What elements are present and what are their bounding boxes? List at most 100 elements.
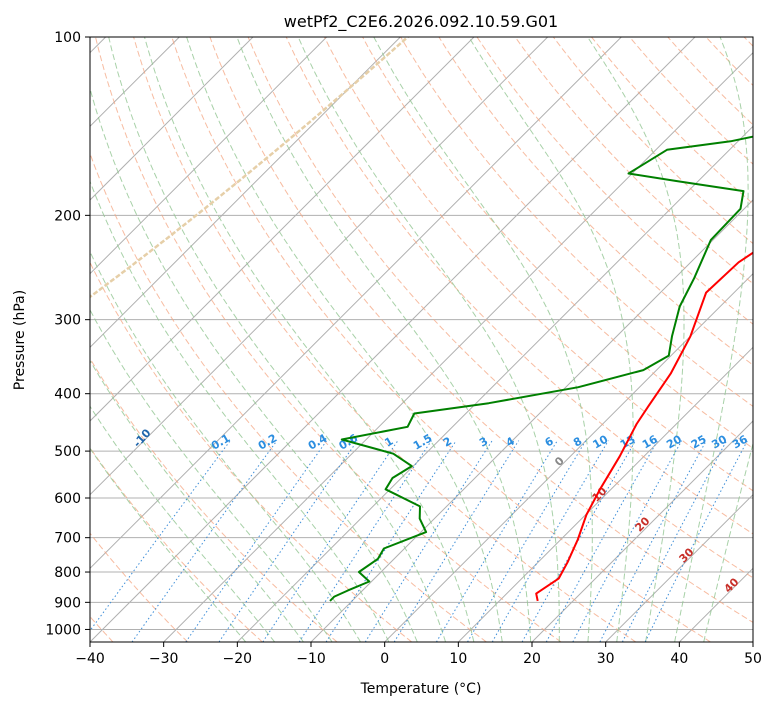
x-tick-label: 50 <box>744 651 762 667</box>
isotherm <box>90 37 328 275</box>
isotherm <box>605 493 753 642</box>
background-lines <box>90 24 775 642</box>
dry-adiabat-label: -30 <box>11 426 34 450</box>
dry-adiabat <box>133 37 637 642</box>
x-tick-label: 40 <box>670 651 688 667</box>
isotherm <box>531 420 753 642</box>
moist-adiabat-label: 40 <box>722 575 742 595</box>
moist-adiabat <box>468 37 634 642</box>
dry-adiabat <box>90 152 487 642</box>
dry-adiabat <box>90 261 413 642</box>
mixing-ratio-line <box>545 440 659 642</box>
moist-adiabat <box>373 37 593 642</box>
moist-adiabat <box>297 37 560 642</box>
isotherm <box>90 37 696 642</box>
isotherm <box>236 125 753 642</box>
dry-adiabat <box>362 37 753 449</box>
moist-adiabat <box>674 37 749 642</box>
moist-adiabat <box>90 180 390 642</box>
frost-point-curve <box>90 37 410 299</box>
y-axis: 100 200 300 400 500 600 700 800 900 1000 <box>45 30 90 638</box>
dry-adiabat <box>705 37 753 87</box>
mixing-ratio-line <box>467 440 587 642</box>
mixing-ratio-line <box>435 440 558 642</box>
y-tick-label: 600 <box>54 491 81 507</box>
mixing-ratio-label: 3 <box>477 435 490 450</box>
x-tick-label: −40 <box>75 651 105 667</box>
profile-lines <box>329 135 753 602</box>
isotherm <box>752 641 753 642</box>
y-tick-label: 500 <box>54 444 81 460</box>
mixing-ratio-label: 1 <box>382 435 395 450</box>
mixing-ratio-line <box>599 440 707 642</box>
y-tick-label: 1000 <box>45 622 81 638</box>
dewpoint-profile <box>329 135 753 602</box>
mixing-ratio-label: 20 <box>664 432 684 451</box>
moist-adiabat <box>236 37 532 642</box>
dry-adiabat <box>171 37 711 642</box>
mixing-ratio-label: 0.1 <box>209 432 232 453</box>
mixing-ratio-line <box>572 440 683 642</box>
x-tick-label: −30 <box>149 651 179 667</box>
mixing-ratio-label: 2 <box>441 435 454 450</box>
dry-adiabat <box>247 37 753 579</box>
y-tick-label: 900 <box>54 595 81 611</box>
mixing-ratio-label: 8 <box>571 435 584 450</box>
mixing-ratio-line <box>491 440 609 642</box>
y-tick-label: 300 <box>54 313 81 329</box>
line-labels: 0.10.20.40.611.52346810131620253036-100-… <box>11 426 750 595</box>
moist-adiabat <box>90 405 276 642</box>
dry-adiabat <box>769 24 775 642</box>
mixing-ratio-line <box>325 440 457 642</box>
mixing-ratio-label: 30 <box>709 432 729 451</box>
isotherm <box>90 37 549 496</box>
x-tick-label: 20 <box>523 651 541 667</box>
isotherm <box>90 37 254 201</box>
isotherm <box>90 37 622 570</box>
y-tick-label: 200 <box>54 208 81 224</box>
x-tick-label: 10 <box>449 651 467 667</box>
mixing-ratio-line <box>90 440 231 632</box>
isotherm <box>163 51 753 642</box>
mixing-ratio-label: 0.4 <box>306 431 330 452</box>
x-axis: −40 −30 −20 −10 0 10 20 30 40 50 <box>75 642 762 667</box>
y-axis-label: Pressure (hPa) <box>12 290 28 390</box>
x-axis-label: Temperature (°C) <box>360 681 482 697</box>
isotherm <box>384 272 753 642</box>
x-tick-label: 30 <box>597 651 615 667</box>
moist-adiabat <box>90 447 247 642</box>
dry-adiabat <box>323 37 753 492</box>
x-tick-label: 0 <box>380 651 389 667</box>
y-tick-label: 800 <box>54 565 81 581</box>
moist-adiabat <box>90 86 418 642</box>
isotherm <box>90 37 475 422</box>
moist-adiabat <box>108 37 447 642</box>
mixing-ratio-line <box>644 440 748 642</box>
isotherm <box>90 37 401 349</box>
y-tick-label: 700 <box>54 531 81 547</box>
mixing-ratio-label: 6 <box>543 434 556 449</box>
temperature-profile <box>535 251 753 602</box>
moist-adiabat <box>186 37 503 642</box>
dry-adiabat <box>94 37 562 642</box>
mixing-ratio-line <box>185 440 328 642</box>
moist-adiabat <box>587 37 685 642</box>
isotherm <box>310 199 753 642</box>
dry-adiabat <box>285 37 753 535</box>
mixing-ratio-label: 16 <box>640 432 660 451</box>
dry-adiabat <box>667 37 753 126</box>
x-tick-label: −20 <box>223 651 253 667</box>
mixing-ratio-line <box>131 440 278 642</box>
moist-adiabat <box>90 359 304 642</box>
mixing-ratio-label: 25 <box>689 433 709 452</box>
dry-adiabat <box>590 37 753 205</box>
dry-adiabat <box>438 37 753 366</box>
dry-adiabat <box>90 532 189 642</box>
dry-adiabat <box>552 37 753 245</box>
mixing-ratio-line <box>393 440 520 642</box>
y-tick-label: 400 <box>54 387 81 403</box>
mixing-ratio-line <box>298 440 432 642</box>
mixing-ratio-label: 10 <box>591 432 611 451</box>
moist-adiabat-label: 20 <box>633 514 653 534</box>
